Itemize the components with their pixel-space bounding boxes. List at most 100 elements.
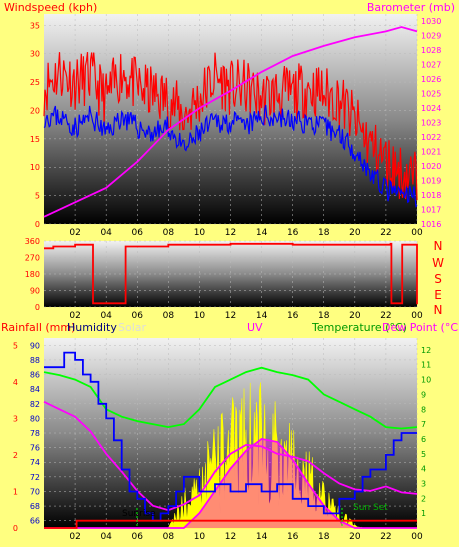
sunrise-label: Sunrise [122,509,156,519]
x-tick-label: 02 [69,311,80,321]
x-tick-label: 20 [349,532,361,542]
dewpoint-axis-label: Dew Point (°C [382,321,458,334]
y-tick-label: 2 [13,451,18,460]
y-tick-label: 11 [421,361,431,370]
y-tick-label: 0 [35,303,40,312]
x-tick-label: 06 [132,311,144,321]
y-tick-label: 1027 [421,61,441,70]
y-tick-label: 66 [30,517,40,526]
x-tick-label: 18 [318,532,330,542]
y-tick-label: 15 [30,135,40,144]
wind-direction-line [44,242,418,305]
sunset-label: Sun Set [353,503,388,513]
y-tick-label: 1021 [421,148,441,157]
direction-label-e: E [434,288,442,302]
x-tick-label: 22 [380,228,391,238]
y-tick-label: 20 [30,106,40,115]
x-tick-label: 14 [256,532,268,542]
y-tick-label: 270 [25,254,40,263]
rain-humidity-temperature-panel: 02 04 06 08 10 12 14 16 18 20 22 000123456668707274… [1,321,458,542]
y-tick-label: 10 [30,163,40,172]
y-tick-label: 30 [30,50,40,59]
x-tick-label: 12 [225,532,236,542]
y-tick-label: 1024 [421,104,441,113]
y-tick-label: 5 [35,192,40,201]
x-tick-label: 22 [380,532,391,542]
x-tick-label: 08 [163,532,175,542]
y-tick-label: 1025 [421,90,441,99]
y-tick-label: 84 [30,385,40,394]
panel2-marks [44,242,418,305]
y-tick-label: 82 [30,400,40,409]
y-tick-label: 78 [30,429,40,438]
x-tick-label: 14 [256,311,268,321]
x-tick-label: 16 [287,532,299,542]
y-tick-label: 360 [25,237,40,246]
y-tick-label: 1023 [421,119,441,128]
barometer-line [43,26,418,218]
y-tick-label: 76 [30,444,40,453]
x-tick-label: 04 [100,311,112,321]
y-tick-label: 9 [421,390,426,399]
y-tick-label: 3 [13,414,18,423]
y-tick-label: 1026 [421,75,441,84]
rainfall-axis-label: Rainfall (mm) [1,321,75,334]
y-tick-label: 1016 [421,220,441,229]
y-tick-label: 5 [421,450,426,459]
x-tick-label: 04 [100,532,112,542]
x-tick-label: 00 [411,532,423,542]
y-tick-label: 10 [421,376,431,385]
x-tick-label: 10 [194,228,206,238]
x-tick-label: 18 [318,311,330,321]
y-tick-label: 6 [421,435,426,444]
windspeed-line [43,52,418,201]
panel1-tick-labels: 02 04 06 08 10 12 14 16 18 20 22 000510152025303510… [30,17,442,238]
y-tick-label: 0 [35,220,40,229]
panel1-marks [43,26,418,218]
y-tick-label: 88 [30,356,40,365]
x-tick-label: 18 [318,228,330,238]
x-tick-label: 00 [411,311,423,321]
y-tick-label: 90 [30,287,40,296]
x-tick-label: 02 [69,228,80,238]
y-tick-label: 1028 [421,46,441,55]
barometer-axis-label: Barometer (mb) [367,1,455,14]
direction-label-n-bottom: N [434,303,443,317]
average-windspeed-line [43,104,418,208]
y-tick-label: 25 [30,78,40,87]
solar-axis-label: Solar [118,321,147,334]
y-tick-label: 68 [30,502,40,511]
rainfall-line [44,519,417,529]
y-tick-label: 1029 [421,32,441,41]
y-tick-label: 180 [25,270,40,279]
dew-point-line [43,400,418,512]
x-tick-label: 20 [349,311,361,321]
panel2-grid [44,240,418,308]
uv-line [44,437,417,529]
y-tick-label: 35 [30,21,40,30]
direction-label-w: W [432,256,444,270]
y-tick-label: 1 [421,509,426,518]
panel3-marks [43,351,418,529]
y-tick-label: 72 [30,473,40,482]
x-tick-label: 12 [225,311,236,321]
x-tick-label: 10 [194,311,206,321]
y-tick-label: 1020 [421,162,441,171]
y-tick-label: 2 [421,494,426,503]
y-tick-label: 1030 [421,17,441,26]
uv-axis-label: UV [247,321,263,334]
y-tick-label: 4 [13,378,18,387]
x-tick-label: 22 [380,311,391,321]
y-tick-label: 7 [421,420,426,429]
y-tick-label: 1022 [421,133,441,142]
x-tick-label: 04 [100,228,112,238]
y-tick-label: 4 [421,465,426,474]
y-tick-label: 90 [30,341,40,350]
y-tick-label: 1019 [421,177,441,186]
windspeed-axis-label: Windspeed (kph) [4,1,97,14]
x-tick-label: 10 [194,532,206,542]
y-tick-label: 70 [30,487,40,496]
x-tick-label: 08 [163,311,175,321]
